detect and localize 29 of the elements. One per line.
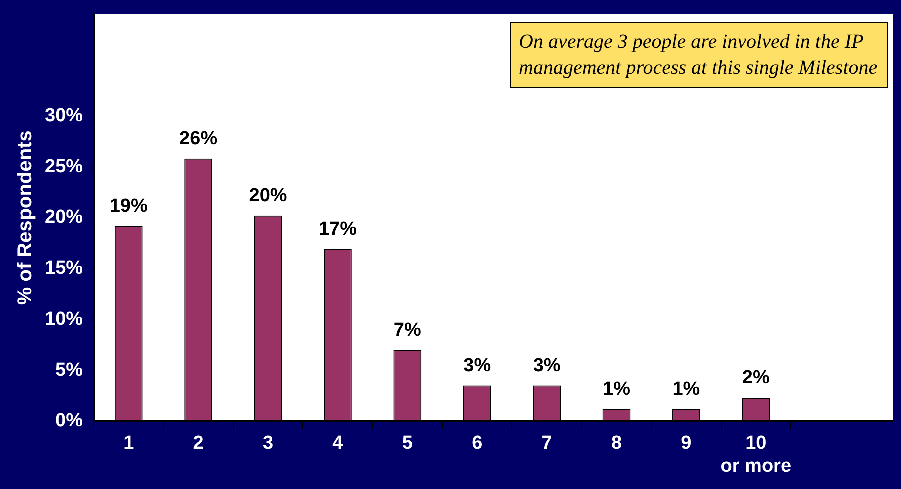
x-tick-label: 5	[402, 433, 414, 454]
y-tick-label: 25%	[44, 156, 84, 178]
y-tick-label: 20%	[44, 207, 84, 228]
x-tick-label: 1	[124, 433, 135, 454]
y-tick-label: 5%	[56, 360, 84, 381]
x-tick-label: 10 or more	[720, 433, 792, 477]
data-label: 2%	[742, 368, 770, 389]
x-tick-label: 9	[681, 433, 692, 454]
data-label: 1%	[672, 378, 700, 400]
data-label: 3%	[533, 356, 561, 377]
x-tick-label: 6	[472, 433, 483, 454]
data-label: 19%	[110, 196, 148, 217]
data-label: 3%	[464, 356, 492, 377]
data-label: 1%	[603, 378, 631, 400]
x-tick-label: 4	[332, 433, 344, 454]
y-tick-label: 10%	[44, 308, 84, 330]
data-label: 17%	[318, 219, 358, 240]
x-tick-label: 2	[193, 433, 204, 454]
x-tick-label: 7	[542, 433, 552, 454]
data-label: 26%	[180, 128, 218, 150]
y-tick-label: 30%	[44, 105, 84, 126]
annotation: On average 3 people are involved in the IP management process at this single Milestone	[510, 22, 888, 88]
x-tick-label: 3	[262, 433, 274, 454]
y-tick-label: 15%	[44, 258, 84, 280]
y-axis-title: % of Respondents	[14, 130, 37, 306]
x-tick-label: 8	[611, 433, 622, 454]
data-label: 7%	[394, 320, 422, 341]
data-label: 20%	[249, 186, 288, 207]
y-tick-label: 0%	[56, 410, 84, 432]
